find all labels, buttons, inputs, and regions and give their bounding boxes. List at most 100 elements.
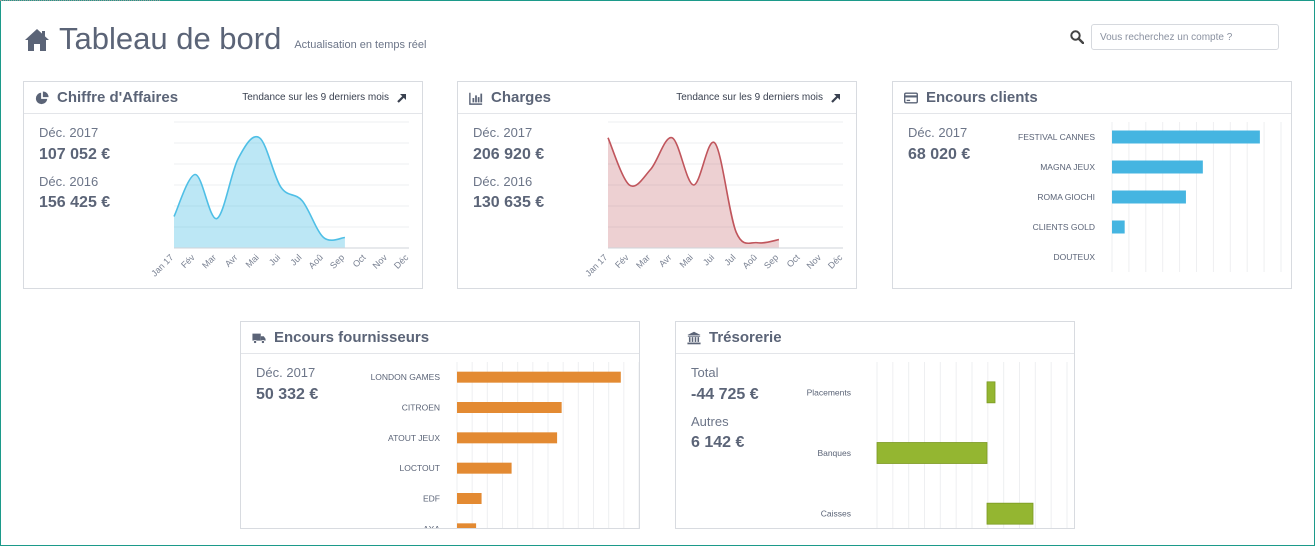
stat-label-previous: Déc. 2016	[39, 174, 99, 189]
x-tick-label: Sep	[328, 252, 346, 270]
series-line	[607, 136, 780, 245]
credit-card-icon	[904, 91, 918, 104]
panel-encours-fournisseurs: Encours fournisseurs Déc. 2017 50 332 € …	[240, 321, 640, 529]
bar	[1112, 160, 1203, 174]
stat-label-current: Déc. 2017	[473, 125, 533, 140]
stat-value-current: 50 332 €	[256, 386, 319, 403]
truck-icon	[252, 333, 266, 344]
x-tick-label: Oct	[785, 252, 802, 269]
bar	[457, 462, 512, 474]
x-tick-label: Avr	[657, 252, 674, 269]
suppliers-bar-chart: LONDON GAMES CITROEN ATOUT JEUX LOCTOUT EDF A…	[371, 362, 639, 528]
panel-charges: Charges Tendance sur les 9 derniers mois…	[457, 81, 857, 289]
x-tick-label: Jul	[288, 252, 303, 267]
bar	[457, 402, 562, 413]
home-icon[interactable]	[24, 27, 50, 53]
bar	[457, 493, 482, 504]
stat-label-total: Total	[691, 365, 719, 380]
search-input[interactable]	[1091, 24, 1279, 50]
series-area	[608, 137, 779, 248]
trend-link[interactable]: Tendance sur les 9 derniers mois	[242, 82, 408, 113]
category-label: DOUTEUX	[1053, 252, 1095, 262]
stat-value-previous: 130 635 €	[473, 194, 545, 211]
revenue-area-chart: Jan 17 Fév Mar Avr Mai Jui Jul Aoû Sep Oct Nov Déc	[149, 121, 411, 279]
stat-label-current: Déc. 2017	[256, 365, 316, 380]
stat-value-current: 107 052 €	[39, 146, 111, 163]
panel-encours-clients: Encours clients Déc. 2017 68 020 € FESTI…	[892, 81, 1292, 289]
category-label: LOCTOUT	[400, 463, 440, 473]
panel-header: Charges Tendance sur les 9 derniers mois	[458, 82, 856, 114]
x-tick-label: Fév	[179, 252, 197, 270]
bar	[986, 502, 1034, 525]
category-label: ROMA GIOCHI	[1037, 192, 1095, 202]
panel-title: Chiffre d'Affaires	[57, 89, 179, 106]
stat-value-current: 68 020 €	[908, 146, 971, 163]
bar	[1112, 130, 1260, 144]
x-tick-label: Jan 17	[149, 252, 175, 278]
x-tick-label: Avr	[223, 252, 240, 269]
bar	[1112, 190, 1186, 204]
clients-bar-chart: FESTIVAL CANNES MAGNA JEUX ROMA GIOCHI CLIE…	[1018, 122, 1282, 272]
panel-header: Chiffre d'Affaires Tendance sur les 9 de…	[24, 82, 422, 114]
arrow-up-right-icon	[831, 93, 840, 103]
bar	[457, 523, 477, 528]
x-tick-label: Déc	[826, 252, 845, 271]
stat-value-current: 206 920 €	[473, 146, 545, 163]
panel-title: Charges	[491, 89, 552, 106]
panel-tresorerie: Trésorerie Total -44 725 € Autres 6 142 …	[675, 321, 1075, 529]
bar	[1112, 220, 1125, 234]
x-tick-label: Mai	[678, 252, 695, 269]
category-label: CLIENTS GOLD	[1033, 222, 1095, 232]
stat-label-autres: Autres	[691, 414, 729, 429]
stat-value-previous: 156 425 €	[39, 194, 111, 211]
category-label: Caisses	[821, 509, 851, 519]
panel-title: Encours fournisseurs	[274, 329, 430, 346]
category-label: ATOUT JEUX	[388, 433, 440, 443]
series-area	[174, 136, 345, 248]
bar-chart-icon	[469, 92, 483, 105]
pie-chart-icon	[35, 90, 49, 104]
x-tick-label: Mar	[634, 252, 652, 270]
bar	[457, 432, 558, 444]
bar	[986, 381, 996, 404]
stat-label-current: Déc. 2017	[908, 125, 968, 140]
treasury-bar-chart: Placements Banques Caisses	[807, 362, 1068, 528]
stat-value-autres: 6 142 €	[691, 434, 745, 451]
trend-link[interactable]: Tendance sur les 9 derniers mois	[676, 82, 842, 113]
x-tick-label: Jui	[701, 252, 716, 267]
category-label: Placements	[807, 387, 851, 397]
trend-label: Tendance sur les 9 derniers mois	[676, 92, 823, 103]
x-tick-label: Aoû	[741, 252, 759, 270]
page-subtitle: Actualisation en temps réel	[294, 39, 427, 51]
panel-title: Encours clients	[926, 89, 1038, 106]
charges-area-chart: Jan 17 Fév Mar Avr Mai Jui Jul Aoû Sep Oct Nov Déc	[583, 121, 845, 279]
bar	[457, 371, 621, 383]
category-label: MAGNA JEUX	[1040, 162, 1095, 172]
category-label: LONDON GAMES	[371, 372, 441, 382]
panel-header: Trésorerie	[676, 322, 1074, 354]
panel-header: Encours fournisseurs	[241, 322, 639, 354]
x-tick-label: Jui	[267, 252, 282, 267]
panel-header: Encours clients	[893, 82, 1291, 114]
x-tick-label: Mai	[244, 252, 261, 269]
page-title: Tableau de bord	[59, 21, 282, 56]
x-tick-label: Oct	[351, 252, 368, 269]
search-icon[interactable]	[1070, 30, 1084, 44]
x-tick-label: Nov	[805, 252, 824, 271]
page-header: Tableau de bord Actualisation en temps r…	[24, 18, 426, 58]
category-label: Banques	[817, 448, 851, 458]
x-tick-label: Jul	[722, 252, 737, 267]
category-label: AXA	[423, 524, 440, 528]
bank-icon	[687, 331, 701, 344]
category-label: CITROEN	[402, 403, 440, 413]
arrow-up-right-icon	[397, 93, 406, 103]
top-border	[0, 0, 160, 3]
stat-value-total: -44 725 €	[691, 386, 759, 403]
panel-title: Trésorerie	[709, 329, 782, 346]
series-line	[173, 135, 346, 241]
trend-label: Tendance sur les 9 derniers mois	[242, 92, 389, 103]
x-tick-label: Jan 17	[583, 252, 609, 278]
search-box	[1070, 24, 1279, 50]
category-label: FESTIVAL CANNES	[1018, 132, 1095, 142]
x-tick-label: Aoû	[307, 252, 325, 270]
